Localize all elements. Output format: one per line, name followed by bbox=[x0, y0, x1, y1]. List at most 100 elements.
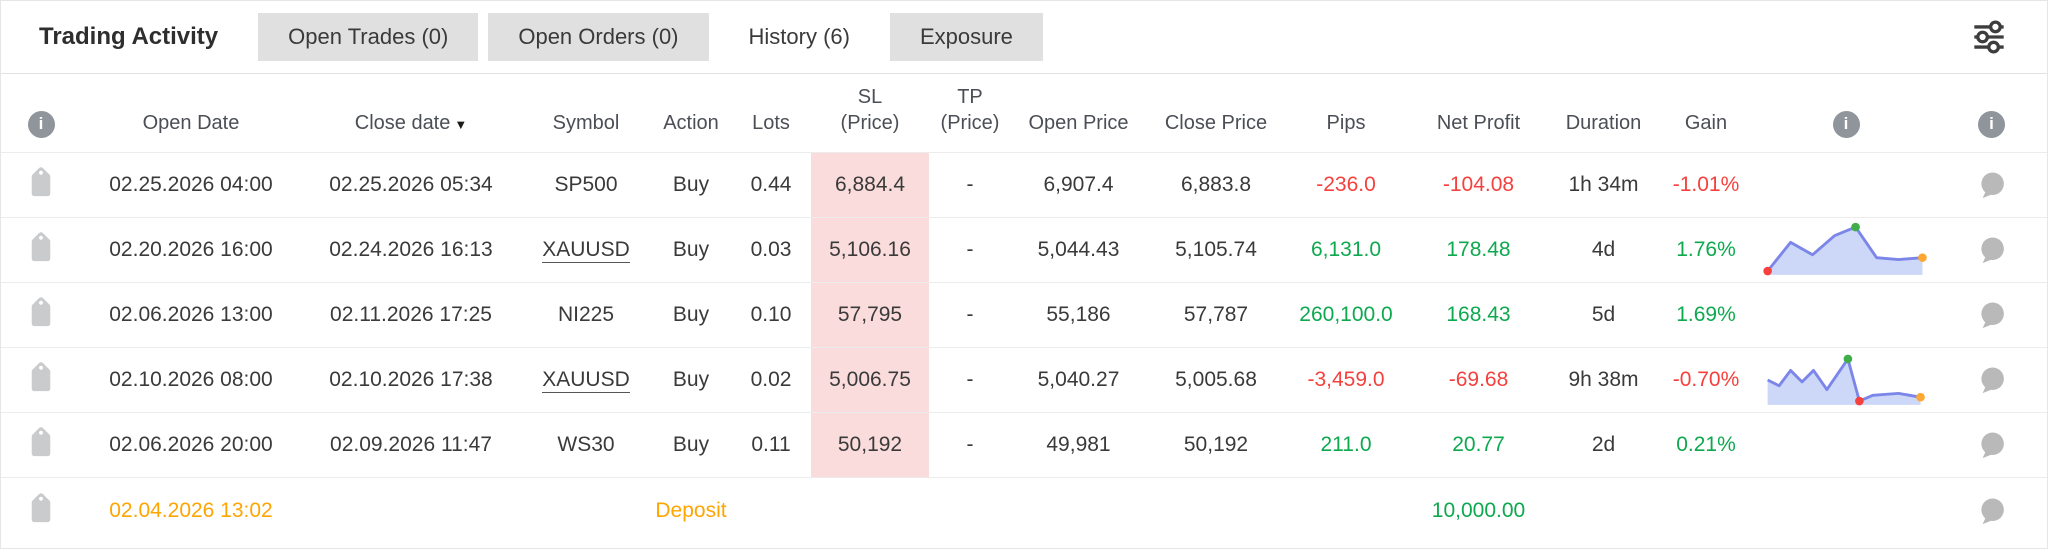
table-row: 02.06.2026 13:00 02.11.2026 17:25 NI225 … bbox=[1, 282, 2047, 347]
info-icon[interactable] bbox=[1832, 111, 1860, 138]
tag-icon[interactable] bbox=[18, 357, 63, 402]
close-price-cell: 6,883.8 bbox=[1180, 173, 1252, 196]
open-price-cell: 49,981 bbox=[1046, 433, 1111, 456]
comment-bubble-icon[interactable] bbox=[1977, 496, 2007, 526]
col-header-lots[interactable]: Lots bbox=[752, 112, 790, 134]
col-header-pips[interactable]: Pips bbox=[1326, 112, 1366, 134]
tp-price-cell: - bbox=[966, 173, 974, 196]
net-profit-cell: 20.77 bbox=[1452, 433, 1505, 456]
net-profit-cell: 168.43 bbox=[1446, 303, 1511, 326]
gain-cell: 1.76% bbox=[1676, 238, 1736, 261]
open-price-cell: 55,186 bbox=[1046, 303, 1111, 326]
chart-cell bbox=[1756, 153, 1936, 217]
close-price-cell: 5,005.68 bbox=[1175, 368, 1257, 391]
comment-bubble-icon[interactable] bbox=[1977, 365, 2007, 395]
table-header-row: Open Date Close date▼ Symbol Action Lots… bbox=[1, 74, 2047, 152]
table-row: 02.06.2026 20:00 02.09.2026 11:47 WS30 B… bbox=[1, 412, 2047, 477]
deposit-date: 02.04.2026 13:02 bbox=[109, 499, 273, 522]
comment-bubble-icon[interactable] bbox=[1977, 430, 2007, 460]
col-header-symbol[interactable]: Symbol bbox=[552, 112, 620, 134]
net-profit-cell: -69.68 bbox=[1448, 368, 1509, 391]
lots-cell: 0.11 bbox=[751, 433, 791, 456]
gain-cell: 0.21% bbox=[1676, 433, 1736, 456]
gain-cell: -0.70% bbox=[1672, 368, 1740, 391]
col-header-duration[interactable]: Duration bbox=[1565, 112, 1642, 134]
lots-cell: 0.10 bbox=[750, 303, 792, 326]
open-date-cell: 02.06.2026 20:00 bbox=[109, 433, 273, 456]
net-profit-cell: -104.08 bbox=[1442, 173, 1515, 196]
col-header-gain[interactable]: Gain bbox=[1684, 112, 1728, 134]
profit-sparkline[interactable] bbox=[1760, 351, 1932, 409]
deposit-row: 02.04.2026 13:02 Deposit 10,000.00 bbox=[1, 477, 2047, 544]
close-date-cell: 02.24.2026 16:13 bbox=[329, 238, 493, 261]
col-header-net-profit[interactable]: Net Profit bbox=[1436, 112, 1521, 134]
col-header-close-date[interactable]: Close date ▼ bbox=[354, 112, 468, 134]
comment-bubble-icon[interactable] bbox=[1977, 300, 2007, 330]
col-header-action[interactable]: Action bbox=[663, 112, 719, 134]
open-price-cell: 5,044.43 bbox=[1037, 238, 1120, 261]
col-header-close-price[interactable]: Close Price bbox=[1164, 112, 1268, 134]
chart-cell bbox=[1756, 413, 1936, 477]
pips-cell: 6,131.0 bbox=[1310, 238, 1382, 261]
close-price-cell: 50,192 bbox=[1183, 433, 1249, 456]
info-icon[interactable] bbox=[1978, 111, 2005, 138]
deposit-amount: 10,000.00 bbox=[1431, 499, 1526, 522]
symbol-cell: SP500 bbox=[554, 173, 618, 196]
action-cell: Buy bbox=[672, 303, 710, 326]
tp-price-cell: - bbox=[966, 433, 974, 456]
chart-cell bbox=[1756, 283, 1936, 347]
comment-bubble-icon[interactable] bbox=[1977, 235, 2007, 265]
pips-cell: 260,100.0 bbox=[1299, 303, 1393, 326]
filter-sliders-icon[interactable] bbox=[1959, 13, 2019, 61]
lots-cell: 0.02 bbox=[750, 368, 792, 391]
pips-cell: 211.0 bbox=[1320, 433, 1372, 456]
col-header-comment bbox=[1936, 74, 2047, 152]
col-header-open-date[interactable]: Open Date bbox=[142, 112, 240, 134]
col-header-open-price[interactable]: Open Price bbox=[1028, 112, 1129, 134]
tab-open-trades[interactable]: Open Trades (0) bbox=[258, 13, 479, 61]
col-header-sl-price[interactable]: SL (Price) bbox=[840, 86, 900, 134]
lots-cell: 0.44 bbox=[750, 173, 792, 196]
symbol-cell: XAUUSD bbox=[521, 218, 651, 282]
tag-icon[interactable] bbox=[18, 488, 63, 533]
tag-icon[interactable] bbox=[18, 162, 63, 207]
info-icon[interactable] bbox=[27, 111, 55, 138]
symbol-link[interactable]: XAUUSD bbox=[542, 367, 630, 393]
close-date-cell: 02.25.2026 05:34 bbox=[329, 173, 493, 196]
open-date-cell: 02.10.2026 08:00 bbox=[109, 368, 273, 391]
open-date-cell: 02.06.2026 13:00 bbox=[109, 303, 273, 326]
tab-bar: Trading Activity Open Trades (0) Open Or… bbox=[1, 1, 2047, 74]
close-price-cell: 5,105.74 bbox=[1175, 238, 1257, 261]
sl-price-cell: 57,795 bbox=[811, 283, 929, 347]
open-price-cell: 5,040.27 bbox=[1037, 368, 1120, 391]
sort-desc-icon: ▼ bbox=[454, 117, 468, 132]
tag-icon[interactable] bbox=[18, 292, 63, 337]
tab-history[interactable]: History (6) bbox=[718, 13, 880, 61]
duration-cell: 9h 38m bbox=[1568, 368, 1639, 391]
action-cell: Buy bbox=[672, 368, 710, 391]
chart-cell bbox=[1756, 348, 1936, 412]
gain-cell: 1.69% bbox=[1676, 303, 1736, 326]
tab-open-orders[interactable]: Open Orders (0) bbox=[488, 13, 709, 61]
page-title: Trading Activity bbox=[39, 23, 219, 50]
col-header-tp-price[interactable]: TP (Price) bbox=[940, 86, 1000, 134]
tab-exposure[interactable]: Exposure bbox=[889, 13, 1043, 61]
table-row: 02.25.2026 04:00 02.25.2026 05:34 SP500 … bbox=[1, 152, 2047, 217]
open-date-cell: 02.25.2026 04:00 bbox=[109, 173, 273, 196]
symbol-link[interactable]: XAUUSD bbox=[542, 237, 630, 263]
tag-icon[interactable] bbox=[18, 227, 63, 272]
symbol-cell: XAUUSD bbox=[521, 348, 651, 412]
tp-price-cell: - bbox=[966, 238, 974, 261]
pips-cell: -236.0 bbox=[1316, 173, 1376, 196]
sl-price-cell: 5,006.75 bbox=[811, 348, 929, 412]
profit-sparkline[interactable] bbox=[1760, 221, 1932, 279]
sl-price-cell: 50,192 bbox=[811, 413, 929, 477]
net-profit-cell: 178.48 bbox=[1446, 238, 1511, 261]
action-cell: Buy bbox=[672, 173, 710, 196]
comment-bubble-icon[interactable] bbox=[1977, 170, 2007, 200]
duration-cell: 5d bbox=[1591, 303, 1616, 326]
symbol-cell: WS30 bbox=[557, 433, 615, 456]
tp-price-cell: - bbox=[966, 303, 974, 326]
tag-icon[interactable] bbox=[18, 422, 63, 467]
